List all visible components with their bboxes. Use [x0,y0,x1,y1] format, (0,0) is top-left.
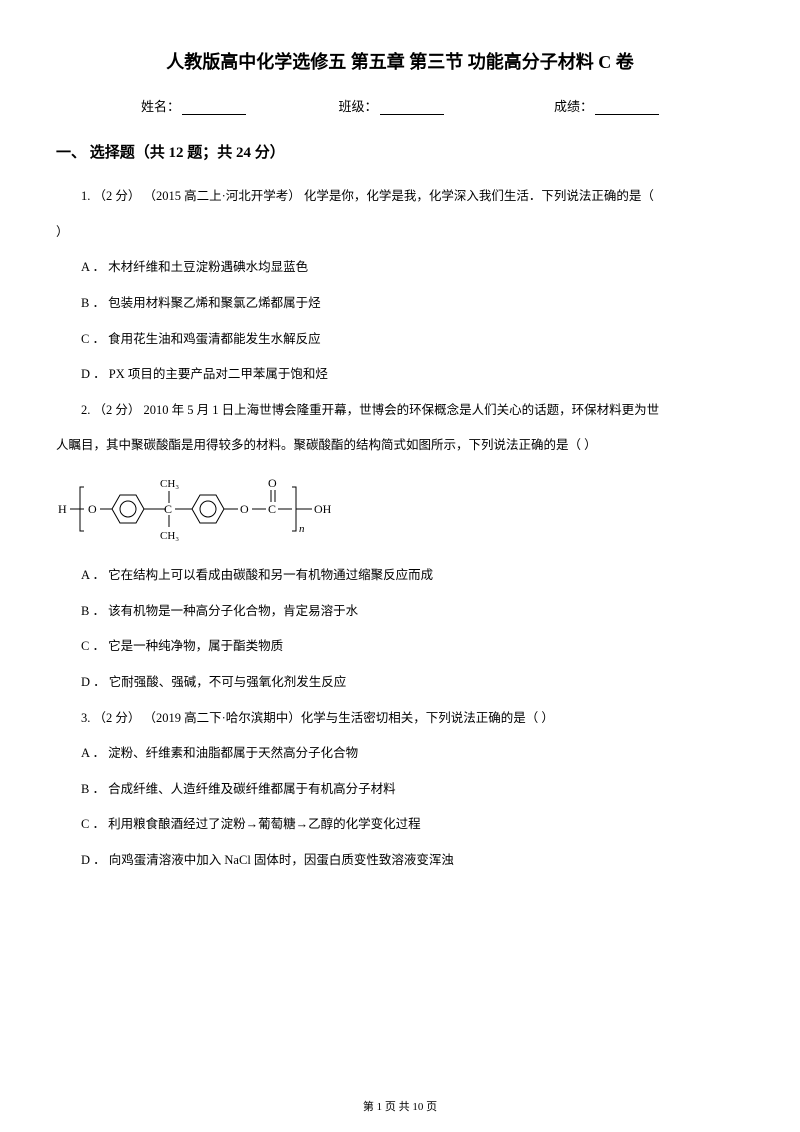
svg-text:CH₃: CH₃ [160,530,179,542]
q2-opt-a: A ． 它在结构上可以看成由碳酸和另一有机物通过缩聚反应而成 [56,563,744,589]
page-footer: 第 1 页 共 10 页 [0,1098,800,1114]
q2-opt-d: D ． 它耐强酸、强碱，不可与强氧化剂发生反应 [56,670,744,696]
name-label: 姓名： [141,96,180,115]
svg-text:H: H [58,502,67,516]
q3-opt-a: A ． 淀粉、纤维素和油脂都属于天然高分子化合物 [56,741,744,767]
q3-stem: 3. （2 分） （2019 高二下·哈尔滨期中）化学与生活密切相关，下列说法正… [56,706,744,732]
molecule-structure: H O C CH₃ [56,469,744,549]
q1-opt-c: C ． 食用花生油和鸡蛋清都能发生水解反应 [56,327,744,353]
svg-text:O: O [268,476,277,490]
q1-opt-a: A ． 木材纤维和土豆淀粉遇碘水均显蓝色 [56,255,744,281]
score-label: 成绩： [554,96,593,115]
class-label: 班级： [338,96,377,115]
q2-opt-c: C ． 它是一种纯净物，属于酯类物质 [56,634,744,660]
doc-title: 人教版高中化学选修五 第五章 第三节 功能高分子材料 C 卷 [56,48,744,74]
q3-opt-c: C ． 利用粮食酿酒经过了淀粉→葡萄糖→乙醇的化学变化过程 [56,812,744,838]
svg-text:n: n [299,523,305,535]
svg-text:O: O [240,502,249,516]
q3-opt-b: B ． 合成纤维、人造纤维及碳纤维都属于有机高分子材料 [56,777,744,803]
q1-opt-b: B ． 包装用材料聚乙烯和聚氯乙烯都属于烃 [56,291,744,317]
q2-stem-line1: 2. （2 分） 2010 年 5 月 1 日上海世博会隆重开幕，世博会的环保概… [56,398,744,424]
class-underline [380,102,444,115]
svg-text:OH: OH [314,502,332,516]
score-underline [595,102,659,115]
q2-opt-b: B ． 该有机物是一种高分子化合物，肯定易溶于水 [56,599,744,625]
q3-opt-d: D ． 向鸡蛋清溶液中加入 NaCl 固体时，因蛋白质变性致溶液变浑浊 [56,848,744,874]
q1-opt-d: D ． PX 项目的主要产品对二甲苯属于饱和烃 [56,362,744,388]
q1-stem-line2: ） [56,220,744,246]
svg-text:O: O [88,502,97,516]
q1-stem-line1: 1. （2 分） （2015 高二上·河北开学考） 化学是你，化学是我，化学深入… [56,184,744,210]
name-underline [182,102,246,115]
svg-text:C: C [164,502,172,516]
svg-text:CH₃: CH₃ [160,478,179,490]
section-header: 一、 选择题（共 12 题；共 24 分） [56,141,744,162]
svg-text:C: C [268,502,276,516]
info-row: 姓名： 班级： 成绩： [56,96,744,115]
q2-stem-line2: 人瞩目，其中聚碳酸酯是用得较多的材料。聚碳酸酯的结构简式如图所示，下列说法正确的… [56,433,744,459]
